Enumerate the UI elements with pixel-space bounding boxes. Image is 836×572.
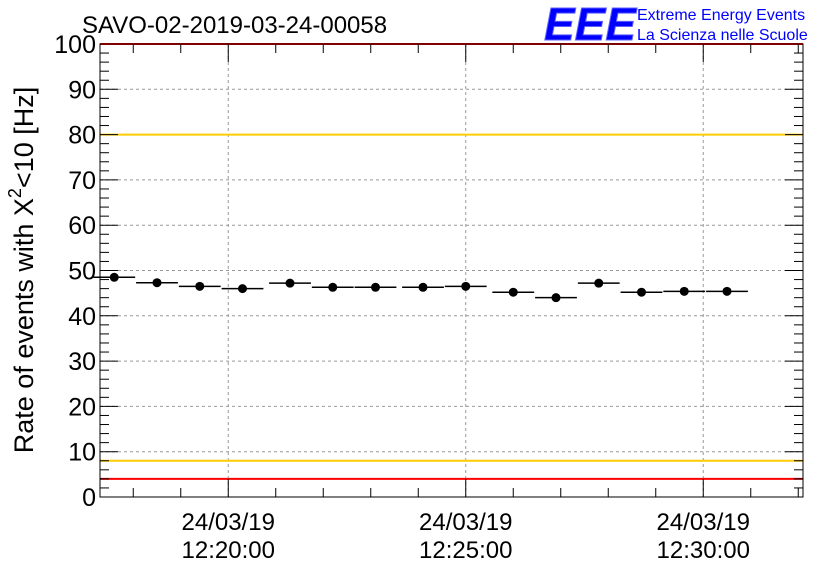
y-tick-label: 10 <box>68 439 96 467</box>
data-point <box>328 282 338 292</box>
data-point <box>594 278 604 288</box>
data-point <box>461 281 471 291</box>
x-tick-time: 12:20:00 <box>182 537 275 564</box>
data-point <box>637 287 646 297</box>
y-tick-label: 80 <box>68 122 96 150</box>
y-tick-label: 50 <box>68 258 96 286</box>
data-point <box>152 278 162 288</box>
y-tick-label: 100 <box>54 31 96 59</box>
data-point <box>508 287 518 297</box>
y-axis: 0 10 20 30 40 50 60 70 80 90 100 <box>54 31 803 512</box>
logo-line-1: Extreme Energy Events <box>637 7 805 24</box>
data-point <box>285 278 295 288</box>
x-tick-date: 24/03/19 <box>419 509 512 536</box>
data-point <box>551 293 561 303</box>
eee-logo: EEE Extreme Energy Events La Scienza nel… <box>544 0 808 51</box>
x-tick-time: 12:30:00 <box>657 537 750 564</box>
y-tick-label: 60 <box>68 212 96 240</box>
x-tick-time: 12:25:00 <box>419 537 512 564</box>
y-tick-label: 40 <box>68 303 96 331</box>
data-point <box>109 272 119 282</box>
y-tick-label: 20 <box>68 393 96 421</box>
logo-mark: EEE <box>544 0 637 50</box>
data-point <box>418 282 428 292</box>
chart-title: SAVO-02-2019-03-24-00058 <box>82 12 387 39</box>
data-point <box>238 284 247 294</box>
y-tick-label: 90 <box>68 76 96 104</box>
y-tick-label: 70 <box>68 167 96 195</box>
data-point <box>371 282 380 292</box>
x-axis: 24/03/1912:20:0024/03/1912:25:0024/03/19… <box>132 44 799 564</box>
data-point <box>195 281 205 291</box>
y-tick-label: 0 <box>82 484 96 512</box>
logo-line-2: La Scienza nelle Scuole <box>637 27 808 44</box>
data-point <box>722 286 732 296</box>
y-tick-label: 30 <box>68 348 96 376</box>
data-point <box>679 286 689 296</box>
x-tick-date: 24/03/19 <box>657 509 750 536</box>
x-tick-date: 24/03/19 <box>182 509 275 536</box>
y-axis-label: Rate of events with X2<10 [Hz] <box>5 87 39 453</box>
data-points <box>93 272 748 303</box>
